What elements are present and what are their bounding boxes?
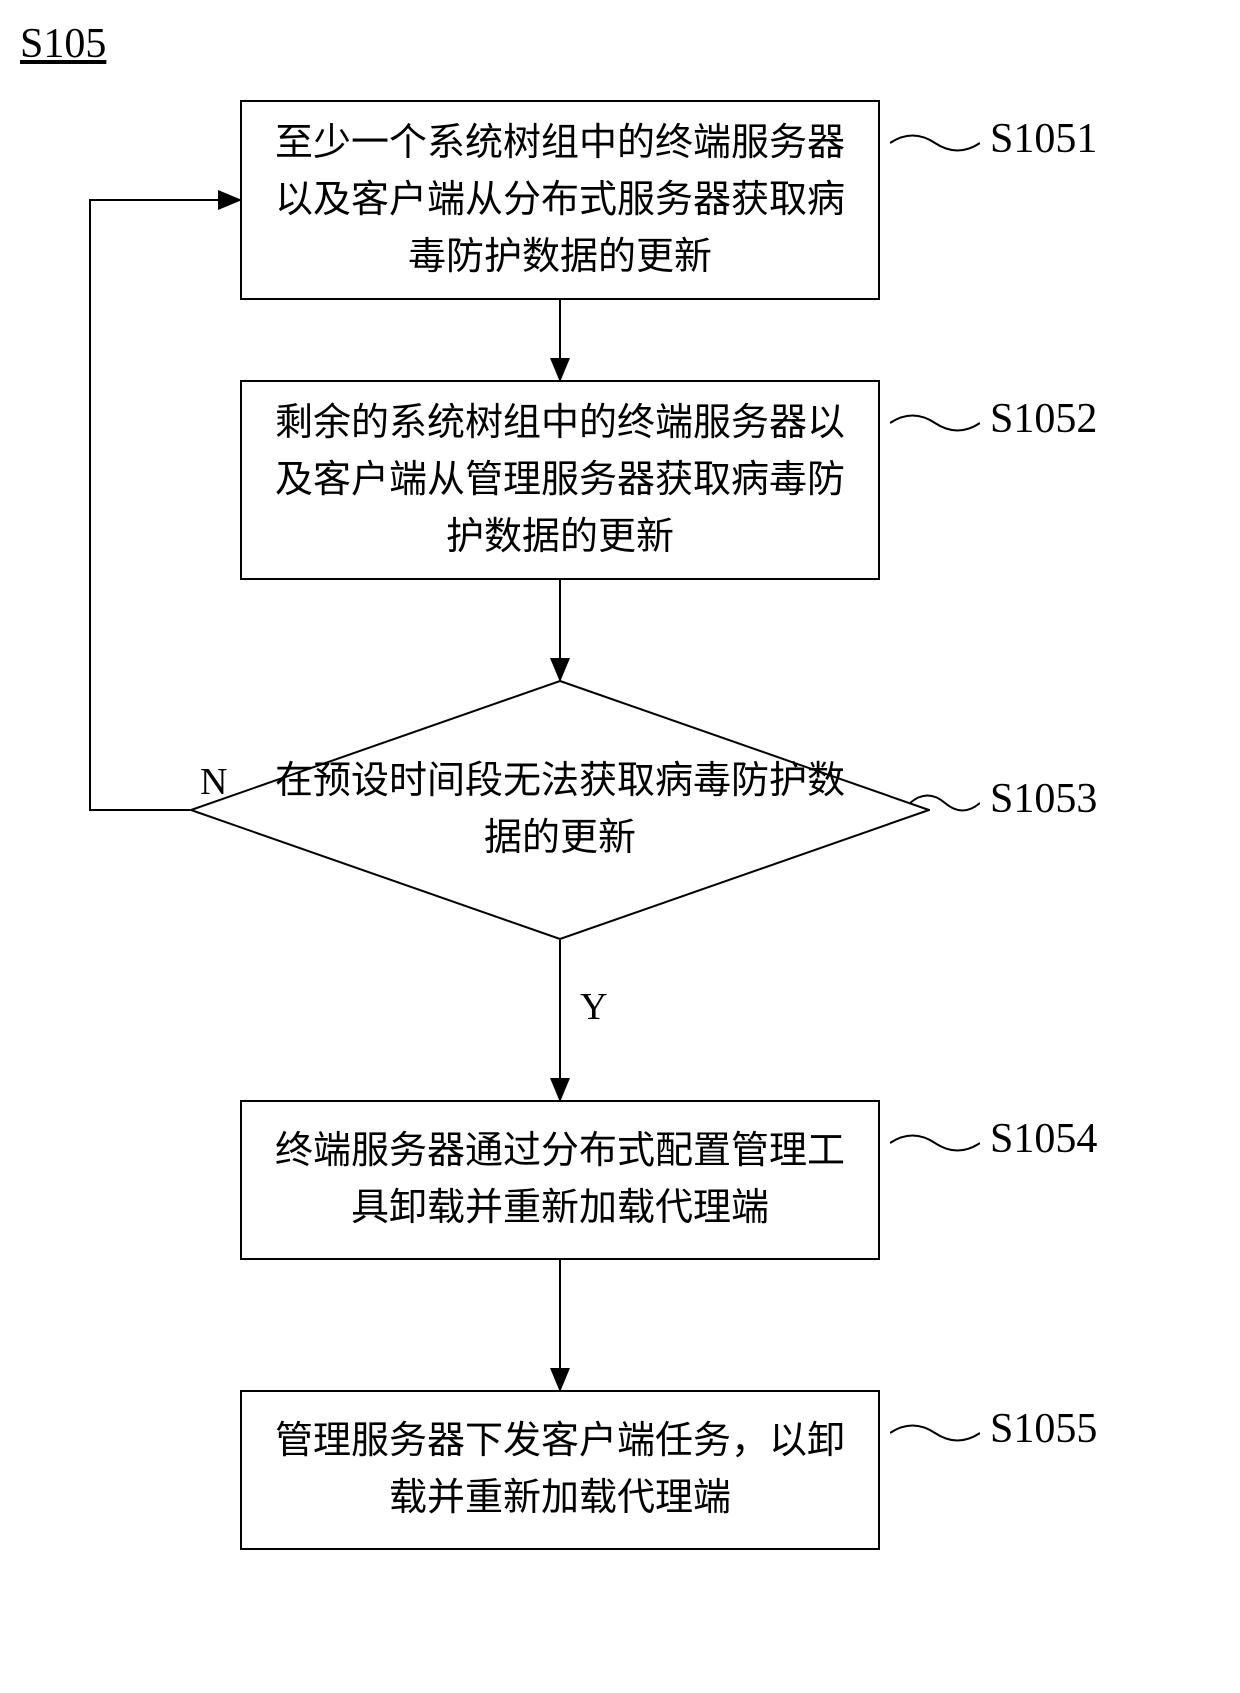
connector-tilde (910, 788, 980, 818)
decision-text: 在预设时间段无法获取病毒防护数据的更新 (271, 753, 848, 867)
connector-tilde (890, 1418, 980, 1448)
edge-label-yes: Y (580, 985, 607, 1029)
connector-tilde (890, 1128, 980, 1158)
edge-label-no: N (200, 760, 227, 804)
connector-tilde (890, 128, 980, 158)
connector-tilde (890, 408, 980, 438)
